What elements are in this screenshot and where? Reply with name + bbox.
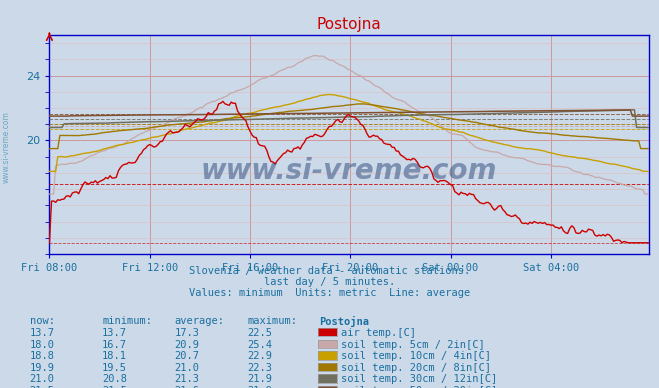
- Text: 19.5: 19.5: [102, 363, 127, 373]
- Text: average:: average:: [175, 316, 225, 326]
- Text: 18.0: 18.0: [30, 340, 55, 350]
- Text: 21.9: 21.9: [247, 374, 272, 385]
- Text: 22.5: 22.5: [247, 328, 272, 338]
- Text: Values: minimum  Units: metric  Line: average: Values: minimum Units: metric Line: aver…: [189, 288, 470, 298]
- Text: minimum:: minimum:: [102, 316, 152, 326]
- Text: 22.3: 22.3: [247, 363, 272, 373]
- Text: 21.5: 21.5: [30, 386, 55, 388]
- Text: air temp.[C]: air temp.[C]: [341, 328, 416, 338]
- Text: 20.8: 20.8: [102, 374, 127, 385]
- Text: 17.3: 17.3: [175, 328, 200, 338]
- Text: last day / 5 minutes.: last day / 5 minutes.: [264, 277, 395, 287]
- Text: 18.1: 18.1: [102, 351, 127, 361]
- Text: 21.5: 21.5: [102, 386, 127, 388]
- Text: www.si-vreme.com: www.si-vreme.com: [201, 157, 498, 185]
- Text: Slovenia / weather data - automatic stations.: Slovenia / weather data - automatic stat…: [189, 266, 470, 276]
- Text: 16.7: 16.7: [102, 340, 127, 350]
- Text: 13.7: 13.7: [30, 328, 55, 338]
- Text: 20.9: 20.9: [175, 340, 200, 350]
- Text: www.si-vreme.com: www.si-vreme.com: [2, 111, 11, 184]
- Text: soil temp. 5cm / 2in[C]: soil temp. 5cm / 2in[C]: [341, 340, 485, 350]
- Text: soil temp. 50cm / 20in[C]: soil temp. 50cm / 20in[C]: [341, 386, 498, 388]
- Text: 21.0: 21.0: [30, 374, 55, 385]
- Text: 19.9: 19.9: [30, 363, 55, 373]
- Text: 21.3: 21.3: [175, 374, 200, 385]
- Text: 18.8: 18.8: [30, 351, 55, 361]
- Text: soil temp. 20cm / 8in[C]: soil temp. 20cm / 8in[C]: [341, 363, 492, 373]
- Text: 21.0: 21.0: [175, 363, 200, 373]
- Text: maximum:: maximum:: [247, 316, 297, 326]
- Text: Postojna: Postojna: [320, 316, 370, 327]
- Text: 22.9: 22.9: [247, 351, 272, 361]
- Text: 25.4: 25.4: [247, 340, 272, 350]
- Title: Postojna: Postojna: [317, 17, 382, 32]
- Text: soil temp. 30cm / 12in[C]: soil temp. 30cm / 12in[C]: [341, 374, 498, 385]
- Text: 20.7: 20.7: [175, 351, 200, 361]
- Text: now:: now:: [30, 316, 55, 326]
- Text: 21.6: 21.6: [175, 386, 200, 388]
- Text: 13.7: 13.7: [102, 328, 127, 338]
- Text: soil temp. 10cm / 4in[C]: soil temp. 10cm / 4in[C]: [341, 351, 492, 361]
- Text: 21.9: 21.9: [247, 386, 272, 388]
